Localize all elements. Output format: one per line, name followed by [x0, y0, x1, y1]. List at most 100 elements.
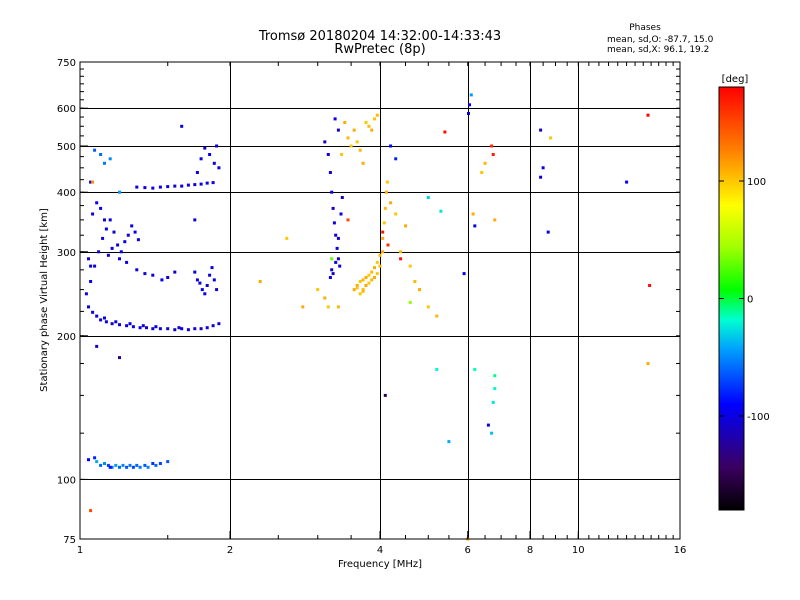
data-point — [99, 318, 103, 322]
data-point — [200, 288, 204, 292]
data-point — [143, 463, 147, 467]
data-point — [217, 322, 221, 326]
data-point — [364, 121, 368, 124]
data-point — [358, 292, 362, 296]
data-point — [328, 276, 332, 279]
x-tick-label: 4 — [377, 545, 383, 556]
y-tick-label: 600 — [57, 104, 76, 115]
data-point — [138, 465, 142, 469]
data-point — [473, 224, 477, 228]
data-point — [316, 288, 320, 292]
data-point — [103, 462, 106, 465]
data-point — [193, 270, 197, 274]
data-point — [326, 153, 330, 156]
data-point — [125, 465, 129, 469]
data-point — [367, 124, 371, 128]
data-point — [154, 463, 158, 467]
data-point — [135, 268, 139, 272]
data-point — [108, 157, 112, 161]
data-point — [361, 288, 365, 292]
data-point — [336, 236, 340, 240]
data-point — [491, 153, 495, 156]
y-tick-label: 200 — [57, 332, 76, 343]
data-point — [199, 157, 203, 161]
colorbar-tick-label: 100 — [747, 177, 766, 188]
data-point — [549, 136, 553, 140]
data-point — [205, 284, 209, 287]
data-point — [355, 140, 359, 144]
data-point — [199, 327, 203, 331]
data-point — [413, 280, 417, 283]
data-point — [146, 465, 150, 469]
data-point — [331, 206, 335, 210]
data-point — [336, 128, 340, 132]
data-point — [177, 326, 181, 330]
y-tick-label: 75 — [63, 535, 76, 546]
data-point — [326, 305, 330, 309]
data-point — [383, 206, 387, 210]
data-point — [426, 305, 430, 309]
data-point — [138, 326, 142, 330]
data-point — [87, 305, 90, 309]
data-point — [95, 344, 99, 348]
y-tick-label: 400 — [57, 188, 76, 199]
data-point — [151, 462, 155, 465]
data-point — [375, 260, 379, 264]
data-point — [208, 153, 212, 156]
x-tick-label: 10 — [572, 545, 585, 556]
data-point — [468, 103, 471, 107]
data-point — [112, 230, 116, 234]
data-point — [166, 460, 170, 464]
data-point — [131, 325, 135, 329]
y-axis-label: Stationary phase Virtual Height [km] — [39, 208, 50, 392]
data-point — [211, 324, 215, 328]
data-point — [490, 431, 494, 435]
data-point — [123, 240, 127, 244]
data-point — [114, 463, 118, 467]
phase-info-heading: Phases — [629, 23, 661, 33]
data-point — [89, 264, 93, 268]
data-point — [89, 280, 93, 283]
data-point — [131, 465, 135, 469]
data-point — [173, 270, 177, 274]
data-point — [186, 328, 190, 332]
colorbar-tick-label: 0 — [747, 295, 753, 306]
data-point — [343, 121, 347, 124]
data-point — [332, 221, 336, 225]
data-point — [384, 190, 388, 194]
data-point — [195, 278, 199, 282]
data-point — [166, 276, 170, 279]
data-point — [106, 253, 110, 257]
data-point — [89, 509, 93, 513]
data-point — [381, 250, 385, 254]
data-point — [125, 260, 129, 264]
data-point — [646, 362, 650, 365]
data-point — [84, 292, 88, 296]
data-point — [471, 212, 475, 216]
data-point — [173, 328, 177, 332]
data-point — [648, 284, 652, 287]
data-point — [493, 218, 497, 222]
data-point — [104, 227, 108, 231]
data-point — [364, 276, 368, 279]
x-axis-ticks: 1 2 4 6 8 10 16 — [77, 62, 686, 556]
data-point — [133, 230, 137, 234]
data-point — [199, 182, 203, 186]
data-point — [469, 93, 473, 97]
colorbar-label: [deg] — [722, 74, 749, 85]
data-point — [361, 289, 365, 293]
data-point — [370, 278, 374, 282]
data-point — [173, 184, 177, 188]
data-point — [119, 250, 123, 254]
data-point — [203, 292, 207, 296]
data-point — [418, 288, 421, 292]
data-point — [336, 305, 340, 309]
data-point — [340, 196, 344, 199]
colorbar: [deg] 100 0 -100 — [718, 74, 770, 511]
data-point — [462, 272, 466, 276]
data-point — [646, 113, 650, 117]
data-point — [493, 374, 497, 378]
data-point — [205, 181, 209, 185]
x-tick-label: 1 — [77, 545, 83, 556]
